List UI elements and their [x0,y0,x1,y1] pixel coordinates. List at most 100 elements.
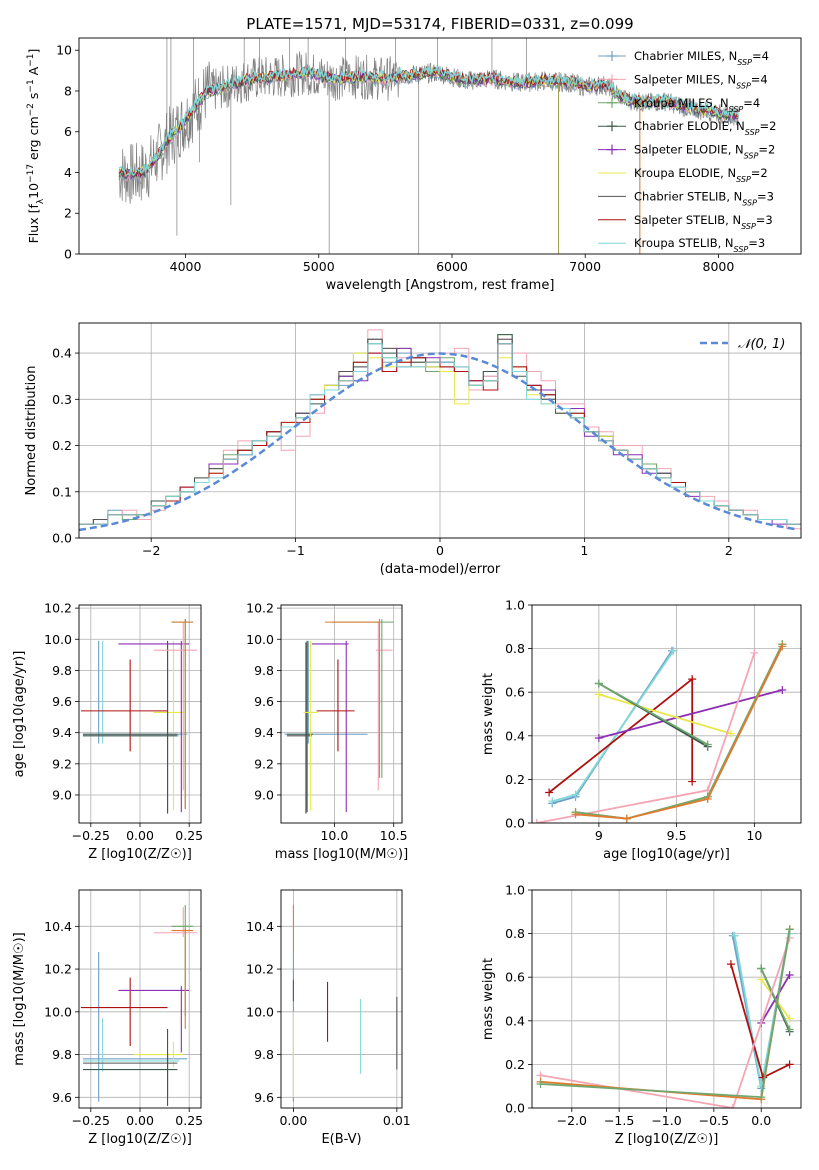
marker-plus [594,733,603,742]
hist-series [79,352,801,525]
weight-line [575,646,784,820]
axes-frame [531,604,802,824]
x-tick-label: 0.0 [751,1113,771,1128]
marker-plus [688,777,697,786]
axes-frame [78,889,202,1109]
y-axis-label: mass weight [481,958,496,1040]
legend-label: Kroupa MILES, NSSP=4 [634,96,760,114]
x-tick-label: 0.25 [175,1113,203,1128]
axes-frame [78,37,802,255]
errorbar-body [80,619,198,814]
y-tick-label: 0 [64,247,72,262]
weight-line [575,643,784,820]
marker-plus [785,933,794,942]
y-tick-label: 10.4 [44,919,72,934]
y-axis-label: Flux [fλ10−17 erg cm−2 s−1 A−1] [26,49,46,244]
y-tick-label: 10.2 [44,962,72,977]
x-tick-label: 0.00 [126,828,154,843]
axes-age-vs-mass: 10.0 10.5 9.0 9.2 9.4 9.6 9.8 10.0 10.2 mass [log… [246,601,408,862]
y-tick-label: 10.0 [246,632,274,647]
x-tick-label: 8000 [703,259,735,274]
marker-plus [757,975,766,984]
axes-mass-vs-ebv: 0.00 0.01 9.6 9.8 10.0 10.2 10.4 E(B-V) [246,889,411,1147]
marker-plus [622,814,631,823]
y-tick-label: 10.2 [44,601,72,616]
weight-line [598,689,783,739]
legend-label-part: =3 [756,213,773,227]
y-tick-label: 2 [64,206,72,221]
y-label-part: A [26,66,41,79]
hist-series [79,334,801,525]
marker-plus [594,679,603,688]
legend-label: Chabrier STELIB, NSSP=3 [634,189,774,207]
axes-frame [280,889,403,1109]
y-axis-label: mass weight [481,673,496,755]
y-label-part: −1 [26,54,36,67]
lines-body [536,925,794,1108]
axes-mass-weight-vs-Z: −2.0 −1.5 −1.0 −0.5 0.0 0.0 0.2 0.4 0.6 0.8 1.0 Z [… [481,883,802,1147]
legend-label-part: SSP [741,221,756,230]
marker-plus [703,795,712,804]
y-label-part: ] [26,49,41,54]
model-spectrum [118,64,740,178]
legend-label-part: SSP [745,128,760,137]
y-tick-label: 9.4 [52,725,72,740]
marker-plus [688,675,697,684]
x-axis-label: mass [log10(M/M☉)] [275,847,408,862]
legend-label-part: SSP [729,104,744,113]
marker-plus [727,729,736,738]
y-tick-label: 0.0 [52,531,72,546]
axes-spectrum: 4000 5000 6000 7000 8000 0 2 4 6 8 10 wavelength [A… [26,37,802,293]
x-tick-label: −1.0 [651,1113,681,1128]
x-tick-label: 0.25 [175,828,203,843]
legend-label-part: Chabrier ELODIE, N [634,119,745,133]
marker-plus [607,97,617,108]
y-label-part: −2 [26,103,36,116]
y-tick-label: 9.6 [254,694,274,709]
x-tick-label: 4000 [170,259,202,274]
legend-label-part: SSP [744,151,759,160]
marker-plus [757,1093,766,1102]
marker-plus [536,1080,545,1089]
errorbar-body [284,619,394,814]
legend-label: Chabrier ELODIE, NSSP=2 [634,119,776,137]
errorbar-body [292,904,398,1102]
marker-plus [532,819,541,823]
legend-label-part: Kroupa MILES, N [634,96,729,110]
y-tick-label: 9.0 [52,787,72,802]
x-tick-label: 10.5 [380,828,408,843]
x-axis-label: E(B-V) [321,1132,361,1147]
normal-curve [79,352,799,532]
marker-plus [785,1014,794,1023]
x-tick-label: 9.5 [667,828,687,843]
hist-series [79,329,801,530]
x-tick-label: 0.00 [279,1113,307,1128]
y-tick-label: 4 [64,165,72,180]
y-tick-label: 10.2 [246,601,274,616]
x-axis-label: age [log10(age/yr)] [603,847,730,862]
x-tick-label: 0 [436,543,444,558]
legend-label: Salpeter ELODIE, NSSP=2 [634,143,775,161]
y-tick-label: 0.4 [505,728,525,743]
legend-label: 𝒩(0, 1) [738,337,785,352]
y-tick-label: 9.8 [52,1047,72,1062]
weight-line [598,682,709,746]
legend-label-part: Kroupa ELODIE, N [634,166,736,180]
x-tick-label: 0.00 [126,1113,154,1128]
x-tick-label: −2.0 [557,1113,587,1128]
y-label-part: erg cm [26,116,41,164]
y-tick-label: 8 [64,83,72,98]
legend-label-part: =4 [743,96,760,110]
y-tick-label: 0.6 [505,685,525,700]
marker-plus [669,646,678,655]
x-tick-label: −0.5 [699,1113,729,1128]
hist-body [79,329,801,532]
y-axis-label: Normed distribution [24,366,39,496]
y-tick-label: 0.3 [52,392,72,407]
legend-label-part: Salpeter STELIB, N [634,213,741,227]
y-tick-label: 9.8 [52,663,72,678]
legend-label: Salpeter MILES, NSSP=4 [634,72,768,90]
y-label-part: −1 [26,79,36,92]
